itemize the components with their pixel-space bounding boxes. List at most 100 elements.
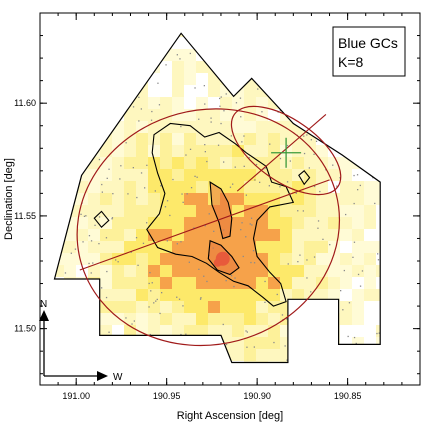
gc-point [308, 167, 310, 169]
heat-cell [124, 169, 136, 181]
heat-cell [160, 277, 172, 289]
gc-point [331, 18, 332, 19]
heat-cell [244, 337, 256, 349]
heat-cell [112, 169, 124, 181]
heat-cell [148, 253, 160, 265]
gc-point [179, 58, 181, 60]
ellipse-1 [76, 108, 341, 347]
heat-cell [352, 265, 364, 277]
gc-point [165, 21, 166, 22]
heat-cell [244, 361, 256, 363]
heat-cell [196, 337, 208, 349]
heat-cell [124, 253, 136, 265]
heat-cell [160, 373, 172, 385]
gc-point [315, 44, 317, 46]
heat-cell [256, 253, 268, 265]
gc-point [82, 338, 85, 340]
gc-point [189, 52, 191, 55]
gc-point [69, 352, 71, 354]
heat-cell [136, 253, 148, 265]
heat-cell [184, 49, 196, 61]
gc-point [306, 259, 308, 261]
gc-point [209, 372, 210, 373]
gc-point [41, 207, 42, 208]
heat-cell [208, 49, 220, 61]
heat-cell [316, 205, 328, 217]
heat-cell [54, 265, 64, 277]
heat-cell [364, 145, 376, 157]
heat-cell [232, 157, 244, 169]
heat-cell [304, 241, 316, 253]
heat-cell [400, 133, 412, 145]
gc-point [315, 28, 316, 29]
heat-cell [292, 193, 304, 205]
gc-point [399, 271, 400, 272]
gc-point [281, 314, 284, 316]
heat-cell [76, 97, 88, 109]
heat-cell [316, 73, 328, 85]
gc-point [214, 39, 217, 41]
heat-cell [220, 73, 232, 85]
heat-cell [172, 61, 184, 73]
heat-cell [292, 313, 304, 325]
heat-cell [54, 145, 64, 157]
heat-cell [220, 37, 232, 49]
heat-cell [232, 169, 244, 181]
gc-point [254, 66, 256, 68]
heat-cell [268, 241, 280, 253]
heat-cell [160, 265, 172, 277]
gc-point [64, 272, 67, 274]
gc-point [294, 53, 296, 55]
heat-cell [316, 193, 328, 205]
heat-cell [328, 361, 340, 363]
heat-cell [316, 169, 328, 181]
gc-point [144, 187, 146, 189]
gc-point [408, 364, 409, 365]
gc-point [145, 373, 146, 374]
heat-cell [328, 241, 340, 253]
heat-cell [196, 37, 208, 49]
heat-cell [376, 373, 388, 385]
gc-point [409, 243, 410, 244]
heat-cell [388, 241, 400, 253]
heat-cell [376, 241, 381, 253]
heat-cell [340, 169, 352, 181]
heat-cell [148, 217, 160, 229]
heat-cell [268, 133, 280, 145]
heat-cell [340, 193, 352, 205]
gc-point [302, 210, 304, 212]
gc-point [85, 323, 87, 325]
heat-cell [280, 229, 292, 241]
heat-cell [88, 265, 100, 277]
gc-point [169, 214, 171, 217]
heat-cell [64, 265, 76, 277]
heat-cell [412, 361, 424, 373]
gc-point [235, 102, 238, 104]
heat-cell [304, 313, 316, 325]
heat-cell [280, 205, 292, 217]
heat-cell [340, 229, 352, 241]
gc-point [142, 242, 145, 244]
gc-point [337, 149, 339, 151]
gc-point [343, 269, 345, 272]
heat-cell [268, 277, 280, 289]
gc-point [322, 90, 325, 92]
heat-cell [352, 289, 364, 301]
legend-box: Blue GCs K=8 [332, 26, 406, 77]
heat-cell [280, 373, 292, 385]
gc-point [80, 14, 81, 15]
heat-cell [328, 133, 340, 145]
heat-cell [268, 229, 280, 241]
gc-point [359, 378, 360, 379]
heat-cell [220, 181, 232, 193]
heat-cell [244, 145, 256, 157]
gc-point [70, 252, 72, 254]
gc-point [418, 224, 419, 225]
heat-cell [172, 145, 184, 157]
gc-point [240, 116, 242, 118]
heat-cell [40, 121, 52, 133]
heat-cell [328, 217, 340, 229]
heat-cell [136, 361, 148, 363]
heat-cell [172, 169, 184, 181]
gc-point [416, 145, 417, 146]
